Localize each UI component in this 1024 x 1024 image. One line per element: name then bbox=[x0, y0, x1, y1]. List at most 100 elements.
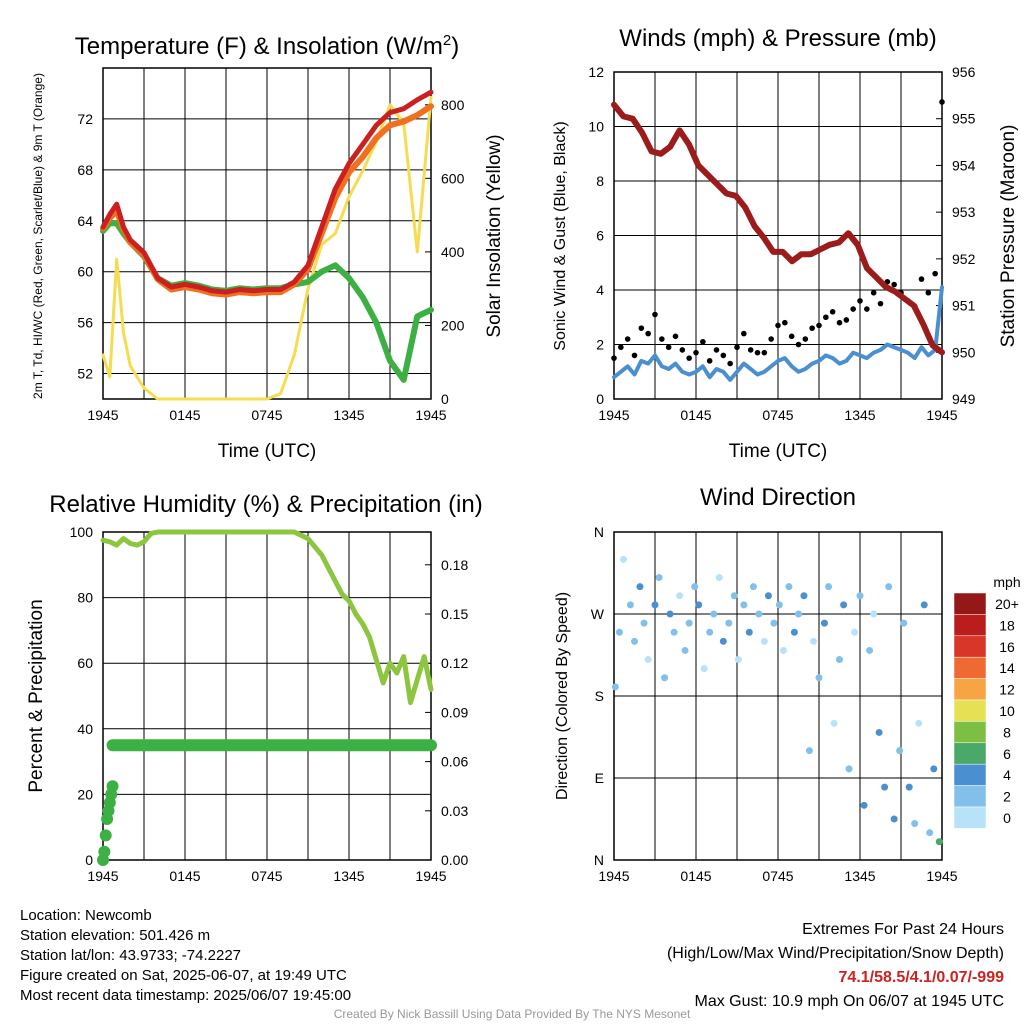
gust-point bbox=[727, 360, 733, 367]
direction-point bbox=[779, 646, 787, 654]
direction-point bbox=[885, 583, 893, 591]
direction-point bbox=[651, 601, 659, 609]
rh-panel-ytick-label: 80 bbox=[77, 590, 93, 606]
direction-point bbox=[805, 747, 813, 755]
pressure-line bbox=[611, 101, 945, 356]
temp-panel-title: Temperature (F) & Insolation (W/m2) bbox=[75, 32, 459, 60]
direction-point bbox=[875, 728, 883, 736]
legend-swatch bbox=[953, 806, 987, 829]
direction-point bbox=[905, 783, 913, 791]
rh-panel-ytick-label: 20 bbox=[77, 786, 93, 802]
direction-point bbox=[734, 656, 742, 664]
wind-panel-xtick-label: 1945 bbox=[926, 407, 957, 423]
direction-point bbox=[860, 801, 868, 809]
direction-point bbox=[930, 765, 938, 773]
gust-point bbox=[891, 281, 897, 288]
direction-point bbox=[631, 637, 638, 645]
dir-panel-ytick-label: W bbox=[591, 606, 605, 622]
station-info: Location: Newcomb Station elevation: 501… bbox=[20, 906, 351, 1006]
legend-swatch bbox=[953, 763, 987, 786]
temp-panel-ytick-label: 56 bbox=[77, 315, 93, 331]
temp-panel-xtick-label: 1345 bbox=[333, 407, 364, 423]
gust-point bbox=[652, 311, 658, 318]
gust-point bbox=[870, 289, 877, 296]
credit-line: Created By Nick Bassill Using Data Provi… bbox=[333, 1007, 691, 1021]
gust-point bbox=[638, 325, 645, 331]
rh-panel-ytick-right-label: 0.15 bbox=[441, 606, 468, 622]
wind-panel-ytick-right-label: 953 bbox=[952, 204, 976, 220]
rh-panel-ytick-right-label: 0.12 bbox=[441, 655, 468, 671]
direction-point bbox=[710, 610, 718, 618]
temp-panel-ytick-right-label: 200 bbox=[441, 317, 465, 333]
direction-point bbox=[840, 601, 848, 609]
legend-label: 18 bbox=[999, 617, 1015, 633]
direction-point bbox=[800, 592, 808, 600]
rh-panel-ytick-label: 40 bbox=[77, 721, 93, 737]
rh-panel-xtick-label: 1945 bbox=[87, 868, 118, 884]
gust-point bbox=[672, 333, 679, 340]
dir-panel-ytick-label: N bbox=[594, 852, 604, 868]
rh-panel-xtick-label: 1945 bbox=[415, 868, 446, 884]
direction-point bbox=[830, 719, 838, 727]
dir-panel-xtick-label: 1345 bbox=[844, 868, 875, 884]
direction-point bbox=[691, 583, 699, 591]
legend-swatch bbox=[953, 699, 987, 722]
gust-point bbox=[788, 333, 795, 340]
legend-swatch bbox=[953, 592, 987, 615]
station-latlon: Station lat/lon: 43.9733; -74.2227 bbox=[20, 947, 242, 964]
direction-point bbox=[764, 592, 772, 600]
temp-panel-ytick-label: 60 bbox=[77, 264, 93, 280]
t2m-line bbox=[100, 89, 434, 295]
direction-point bbox=[900, 619, 908, 627]
direction-point bbox=[755, 610, 763, 618]
max-gust: Max Gust: 10.9 mph On 06/07 at 1945 UTC bbox=[694, 993, 1005, 1010]
legend-label: 20+ bbox=[995, 596, 1019, 612]
gust-point bbox=[816, 322, 822, 329]
direction-point bbox=[856, 592, 864, 600]
dir-panel-title: Wind Direction bbox=[700, 484, 856, 511]
direction-point bbox=[685, 619, 693, 627]
rh-panel-ytick-label: 60 bbox=[77, 655, 93, 671]
station-location: Location: Newcomb bbox=[20, 907, 152, 924]
gust-point bbox=[754, 349, 761, 356]
wind-panel-xtick-label: 1345 bbox=[844, 407, 875, 423]
temp-panel-ylabel-right: Solar Insolation (Yellow) bbox=[484, 134, 505, 337]
temp-panel-ytick-label: 52 bbox=[77, 366, 93, 382]
legend-label: 12 bbox=[999, 682, 1015, 698]
rh-panel-ytick-label: 0 bbox=[85, 852, 93, 868]
legend-label: 10 bbox=[999, 703, 1015, 719]
gust-point bbox=[809, 325, 815, 331]
direction-point bbox=[706, 628, 714, 636]
direction-point bbox=[730, 592, 738, 600]
gust-point bbox=[713, 347, 720, 353]
recent-timestamp: Most recent data timestamp: 2025/06/07 1… bbox=[20, 987, 352, 1004]
rh-panel-xtick-label: 0745 bbox=[251, 868, 282, 884]
gust-point bbox=[775, 322, 781, 329]
gust-point bbox=[631, 352, 638, 359]
direction-point bbox=[915, 719, 923, 727]
dir-panel-xtick-label: 0145 bbox=[680, 868, 711, 884]
direction-point bbox=[695, 601, 703, 609]
gust-point bbox=[611, 355, 617, 361]
temp-panel-ytick-label: 64 bbox=[77, 213, 93, 229]
direction-point bbox=[770, 619, 778, 627]
wind-panel-ylabel-left: Sonic Wind & Gust (Blue, Black) bbox=[552, 121, 569, 350]
gust-point bbox=[782, 319, 788, 326]
wind-panel-ytick-label: 6 bbox=[596, 228, 604, 244]
direction-point bbox=[676, 592, 684, 600]
direction-point bbox=[790, 628, 798, 636]
gust-point bbox=[829, 309, 836, 315]
direction-point bbox=[820, 619, 828, 627]
dir-panel-xtick-label: 1945 bbox=[598, 868, 629, 884]
legend-swatch bbox=[953, 721, 987, 744]
legend-label: 14 bbox=[999, 660, 1015, 676]
rh-panel-ytick-right-label: 0.00 bbox=[441, 852, 468, 868]
legend-label: 2 bbox=[1003, 789, 1011, 805]
temp-panel-ylabel-left: 2m T, Td, HI/WC (Red, Green, Scarlet/Blu… bbox=[31, 73, 45, 399]
direction-point bbox=[740, 601, 748, 609]
temp-panel-ytick-right-label: 400 bbox=[441, 244, 465, 260]
station-elevation: Station elevation: 501.426 m bbox=[20, 927, 211, 944]
direction-point bbox=[611, 683, 619, 691]
direction-point bbox=[661, 674, 669, 682]
temp-panel-xlabel: Time (UTC) bbox=[218, 441, 317, 462]
